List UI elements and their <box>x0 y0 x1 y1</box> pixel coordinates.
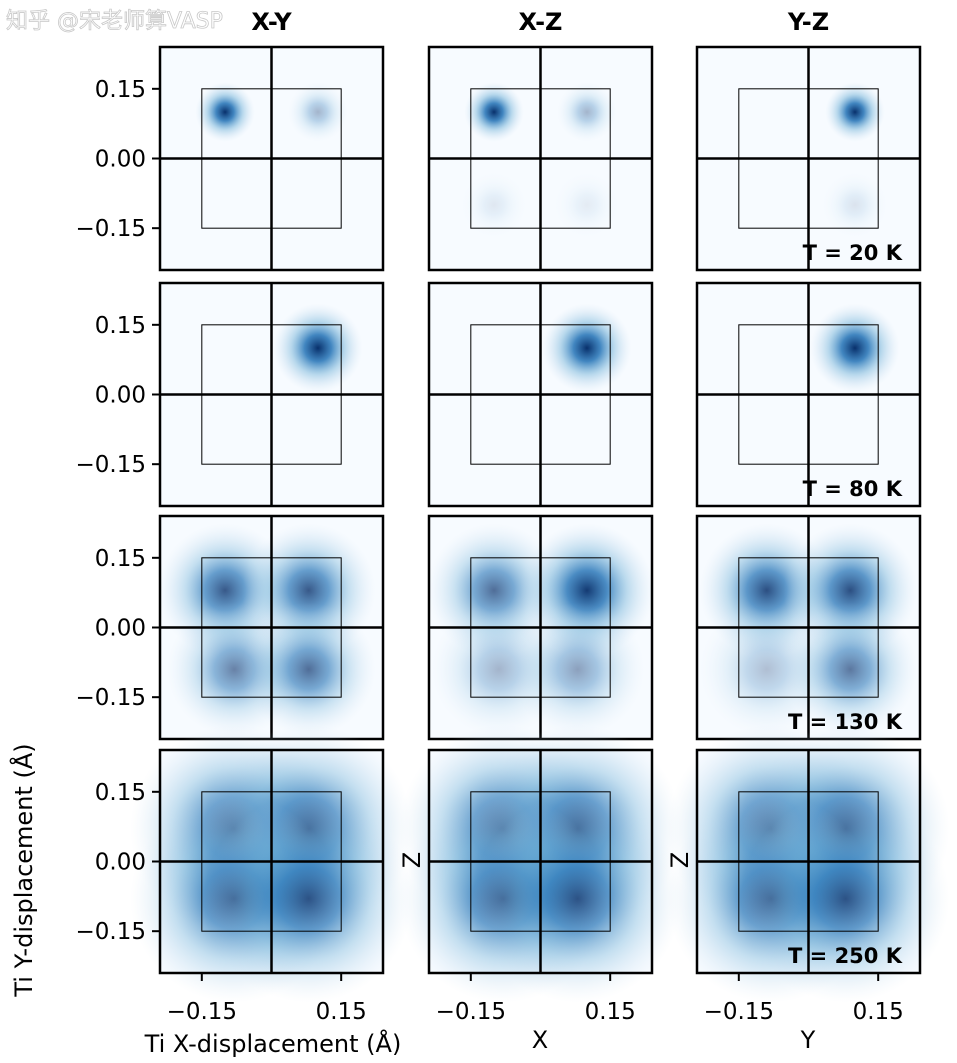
density-blob <box>783 602 918 737</box>
x-tick-label: 0.15 <box>585 999 636 1025</box>
temperature-label: T = 80 K <box>803 477 903 501</box>
x-tick-label: 0.15 <box>853 999 904 1025</box>
panel: T = 130 K <box>695 514 922 741</box>
density-blob <box>195 82 255 142</box>
density-blob <box>741 794 950 1003</box>
y-tick-label: 0.15 <box>95 546 146 572</box>
panel: 0.15 0.00 −0.15 <box>76 514 385 741</box>
panel: T = 250 K −0.15 0.15 <box>667 724 950 1025</box>
temperature-label: T = 20 K <box>803 241 903 265</box>
x-tick-label: −0.15 <box>704 999 774 1025</box>
y-tick-label: 0.15 <box>95 780 146 806</box>
panel: 0.15 0.00 −0.15 <box>76 281 385 508</box>
y-tick-label: 0.15 <box>95 313 146 339</box>
x-axis-label: X <box>532 1026 548 1054</box>
column-title: X-Z <box>519 8 563 36</box>
panel: T = 80 K <box>695 281 922 508</box>
density-blob <box>461 172 527 238</box>
y-tick-label: 0.00 <box>95 383 146 409</box>
x-tick-label: −0.15 <box>436 999 506 1025</box>
panel-frame <box>695 748 922 975</box>
x-axis-label: Ti X-displacement (Å) <box>144 1029 402 1058</box>
density-blob <box>822 172 888 238</box>
panel-frame <box>427 281 654 508</box>
y-tick-label: −0.15 <box>76 216 146 242</box>
density-blob <box>557 82 617 142</box>
y-tick-label: −0.15 <box>76 452 146 478</box>
panel <box>427 45 654 272</box>
x-tick-label: 0.15 <box>316 999 367 1025</box>
density-blob <box>542 303 632 393</box>
y-tick-label: −0.15 <box>76 919 146 945</box>
column-title: X-Y <box>251 8 292 36</box>
panel-frame <box>427 748 654 975</box>
panel-frame <box>695 281 922 508</box>
density-blob <box>473 794 682 1003</box>
panel: 0.15 0.00 −0.15 <box>76 45 385 272</box>
temperature-label: T = 250 K <box>788 944 903 968</box>
density-blob <box>273 303 363 393</box>
density-blob <box>825 82 885 142</box>
density-blob <box>810 303 900 393</box>
panel <box>427 514 654 741</box>
panel: T = 20 K <box>695 45 922 272</box>
panel-frame <box>427 45 654 272</box>
panel: 0.15 0.00 −0.15 −0.15 0.15 <box>76 724 413 1025</box>
y-axis-label: Ti Y-displacement (Å) <box>9 743 38 997</box>
y-tick-label: −0.15 <box>76 685 146 711</box>
density-blob <box>241 602 376 737</box>
panel-frame <box>695 45 922 272</box>
y-tick-label: 0.00 <box>95 616 146 642</box>
density-blob <box>204 794 413 1003</box>
density-blob <box>464 82 524 142</box>
panel <box>427 281 654 508</box>
density-blob <box>510 602 645 737</box>
x-tick-label: −0.15 <box>167 999 237 1025</box>
x-axis-label: Y <box>800 1026 816 1054</box>
density-blob <box>554 172 620 238</box>
panel: −0.15 0.15 <box>399 724 682 1025</box>
y-axis-label: Z <box>666 852 694 868</box>
y-axis-label: Z <box>398 852 426 868</box>
y-tick-label: 0.00 <box>95 147 146 173</box>
column-title: Y-Z <box>787 8 829 36</box>
watermark: 知乎 @宋老师算VASP <box>6 9 223 34</box>
y-tick-label: 0.00 <box>95 850 146 876</box>
y-tick-label: 0.15 <box>95 77 146 103</box>
density-blob <box>288 82 348 142</box>
